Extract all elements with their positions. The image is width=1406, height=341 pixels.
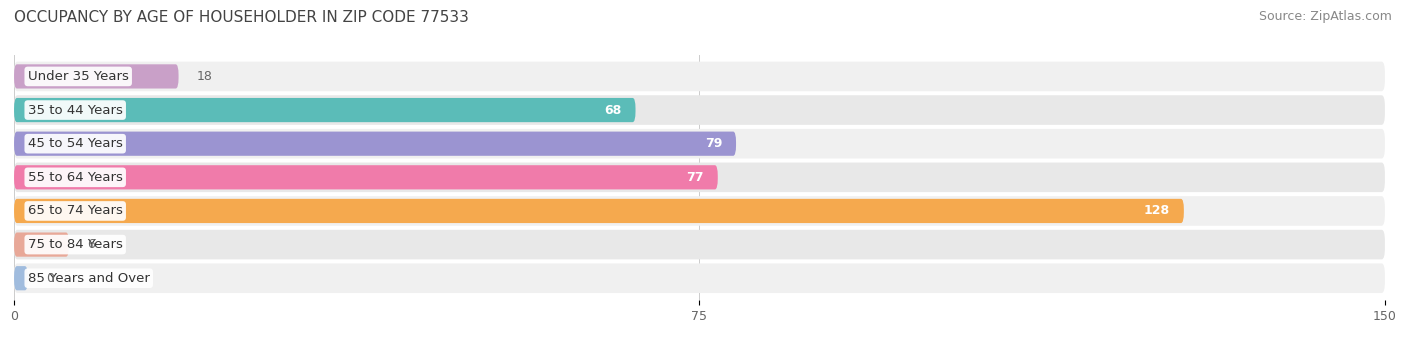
Text: 35 to 44 Years: 35 to 44 Years bbox=[28, 104, 122, 117]
FancyBboxPatch shape bbox=[14, 129, 1385, 159]
Text: 0: 0 bbox=[46, 272, 53, 285]
FancyBboxPatch shape bbox=[14, 263, 1385, 293]
Text: Under 35 Years: Under 35 Years bbox=[28, 70, 128, 83]
FancyBboxPatch shape bbox=[14, 233, 69, 257]
Text: Source: ZipAtlas.com: Source: ZipAtlas.com bbox=[1258, 10, 1392, 23]
Text: 45 to 54 Years: 45 to 54 Years bbox=[28, 137, 122, 150]
Text: 75 to 84 Years: 75 to 84 Years bbox=[28, 238, 122, 251]
Text: 128: 128 bbox=[1144, 205, 1170, 218]
FancyBboxPatch shape bbox=[14, 98, 636, 122]
Text: 65 to 74 Years: 65 to 74 Years bbox=[28, 205, 122, 218]
FancyBboxPatch shape bbox=[14, 230, 1385, 260]
FancyBboxPatch shape bbox=[14, 196, 1385, 226]
FancyBboxPatch shape bbox=[14, 95, 1385, 125]
FancyBboxPatch shape bbox=[14, 163, 1385, 192]
FancyBboxPatch shape bbox=[14, 165, 718, 190]
Text: 55 to 64 Years: 55 to 64 Years bbox=[28, 171, 122, 184]
Text: 18: 18 bbox=[197, 70, 212, 83]
Text: 85 Years and Over: 85 Years and Over bbox=[28, 272, 149, 285]
Text: 79: 79 bbox=[704, 137, 723, 150]
Text: 68: 68 bbox=[605, 104, 621, 117]
FancyBboxPatch shape bbox=[14, 62, 1385, 91]
FancyBboxPatch shape bbox=[14, 132, 737, 156]
Text: OCCUPANCY BY AGE OF HOUSEHOLDER IN ZIP CODE 77533: OCCUPANCY BY AGE OF HOUSEHOLDER IN ZIP C… bbox=[14, 10, 470, 25]
Text: 6: 6 bbox=[87, 238, 96, 251]
Text: 77: 77 bbox=[686, 171, 704, 184]
FancyBboxPatch shape bbox=[14, 199, 1184, 223]
FancyBboxPatch shape bbox=[14, 64, 179, 89]
FancyBboxPatch shape bbox=[14, 266, 28, 290]
